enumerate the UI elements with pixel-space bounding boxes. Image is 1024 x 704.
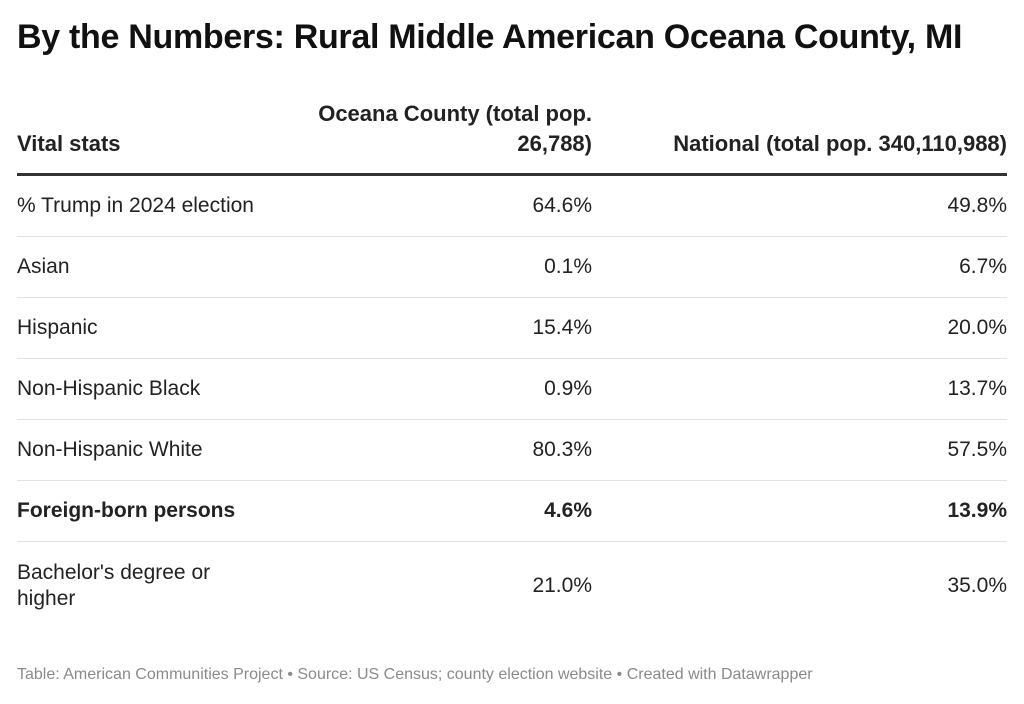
column-header-county: Oceana County (total pop. 26,788) bbox=[318, 101, 592, 156]
county-value: 0.9% bbox=[544, 377, 592, 400]
national-value: 20.0% bbox=[947, 316, 1007, 339]
table-row: Asian 0.1% 6.7% bbox=[17, 237, 1007, 298]
row-label: Asian bbox=[17, 255, 70, 278]
national-value: 35.0% bbox=[947, 574, 1007, 597]
county-value: 15.4% bbox=[532, 316, 592, 339]
row-label: Non-Hispanic Black bbox=[17, 377, 201, 400]
national-value: 6.7% bbox=[959, 255, 1007, 278]
data-table: Vital stats Oceana County (total pop. 26… bbox=[17, 100, 1007, 630]
row-label: Bachelor's degree or higher bbox=[17, 561, 211, 610]
table-row: Non-Hispanic Black 0.9% 13.7% bbox=[17, 359, 1007, 420]
table-row: Bachelor's degree or higher 21.0% 35.0% bbox=[17, 542, 1007, 630]
national-value: 13.7% bbox=[947, 377, 1007, 400]
county-value: 21.0% bbox=[532, 574, 592, 597]
table-row: Foreign-born persons 4.6% 13.9% bbox=[17, 481, 1007, 542]
national-value: 13.9% bbox=[947, 499, 1007, 522]
footer-credits: Table: American Communities Project • So… bbox=[17, 666, 813, 683]
row-label: Foreign-born persons bbox=[17, 499, 236, 522]
national-value: 57.5% bbox=[947, 438, 1007, 461]
county-value: 80.3% bbox=[532, 438, 592, 461]
county-value: 64.6% bbox=[532, 194, 592, 217]
table-body: % Trump in 2024 election 64.6% 49.8% Asian 0… bbox=[17, 176, 1007, 630]
column-header-vital-stats: Vital stats bbox=[17, 131, 121, 156]
table-row: Hispanic 15.4% 20.0% bbox=[17, 298, 1007, 359]
row-label: % Trump in 2024 election bbox=[17, 194, 254, 217]
national-value: 49.8% bbox=[947, 194, 1007, 217]
page-title: By the Numbers: Rural Middle American Oc… bbox=[17, 18, 963, 56]
row-label: Non-Hispanic White bbox=[17, 438, 203, 461]
table-row: Non-Hispanic White 80.3% 57.5% bbox=[17, 420, 1007, 481]
county-value: 0.1% bbox=[544, 255, 592, 278]
column-header-national: National (total pop. 340,110,988) bbox=[673, 131, 1007, 156]
table-header: Vital stats Oceana County (total pop. 26… bbox=[17, 100, 1007, 176]
row-label: Hispanic bbox=[17, 316, 98, 339]
county-value: 4.6% bbox=[544, 499, 592, 522]
table-row: % Trump in 2024 election 64.6% 49.8% bbox=[17, 176, 1007, 237]
